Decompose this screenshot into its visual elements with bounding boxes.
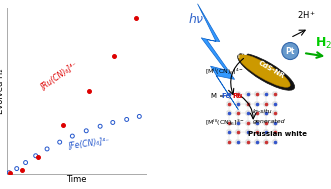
Point — [35, 156, 41, 159]
Point — [61, 124, 66, 127]
Y-axis label: Evolved H₂: Evolved H₂ — [0, 68, 5, 114]
Text: CdS-NR: CdS-NR — [258, 60, 286, 80]
Text: Prussian white: Prussian white — [248, 131, 307, 137]
Point — [110, 121, 116, 124]
Point — [19, 169, 24, 172]
Ellipse shape — [238, 54, 290, 87]
Text: $h\nu$: $h\nu$ — [188, 12, 205, 26]
Text: [M$^{II}$(CN)$_6$]$^{4-}$: [M$^{II}$(CN)$_6$]$^{4-}$ — [205, 67, 244, 77]
Text: e$^-$: e$^-$ — [242, 44, 254, 54]
Point — [84, 129, 89, 132]
Text: [Fe(CN)₆]⁴⁻: [Fe(CN)₆]⁴⁻ — [67, 136, 110, 151]
Point — [14, 167, 20, 170]
Text: Ru: Ru — [233, 93, 243, 99]
Point — [137, 115, 142, 118]
Text: Fe: Fe — [222, 93, 231, 99]
Text: generated: generated — [253, 119, 286, 124]
Point — [57, 141, 62, 144]
Text: 2H$^+$: 2H$^+$ — [297, 9, 316, 21]
Circle shape — [282, 43, 299, 60]
Text: [Ru(CN)₆]⁴⁻: [Ru(CN)₆]⁴⁻ — [39, 60, 80, 92]
Point — [33, 154, 38, 157]
Text: Pt: Pt — [286, 46, 295, 56]
Point — [7, 171, 12, 174]
Point — [112, 54, 117, 57]
Point — [44, 147, 50, 150]
Point — [23, 161, 28, 164]
Point — [98, 125, 103, 128]
Point — [86, 89, 91, 92]
Text: M =: M = — [211, 93, 227, 99]
Text: [M$^{III}$(CN)$_6$]$^{3-}$: [M$^{III}$(CN)$_6$]$^{3-}$ — [205, 118, 245, 128]
X-axis label: Time: Time — [66, 175, 86, 184]
Point — [124, 118, 129, 121]
Point — [70, 135, 75, 138]
Polygon shape — [198, 4, 238, 110]
Text: H$_2$: H$_2$ — [315, 36, 331, 51]
Text: h$^+$: h$^+$ — [234, 49, 246, 61]
Text: ,: , — [229, 93, 234, 99]
Ellipse shape — [238, 53, 295, 90]
Point — [133, 17, 138, 20]
Text: In-situ: In-situ — [253, 109, 273, 114]
Point — [8, 172, 13, 175]
